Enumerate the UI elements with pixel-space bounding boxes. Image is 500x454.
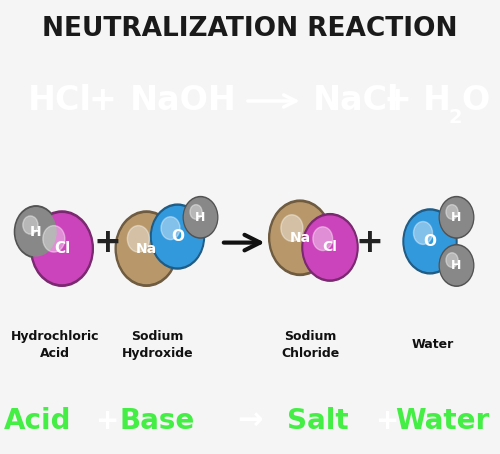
- Text: H: H: [422, 84, 450, 118]
- Circle shape: [150, 204, 204, 269]
- Circle shape: [304, 216, 356, 279]
- Circle shape: [446, 205, 458, 219]
- Text: H: H: [30, 225, 42, 239]
- Text: 2: 2: [448, 108, 462, 127]
- Text: H: H: [452, 211, 462, 224]
- Circle shape: [161, 217, 180, 240]
- Text: Sodium
Hydroxide: Sodium Hydroxide: [122, 330, 194, 360]
- Text: H: H: [452, 259, 462, 272]
- Text: Salt: Salt: [286, 407, 348, 435]
- Text: +: +: [94, 226, 122, 259]
- Text: →: →: [238, 407, 263, 435]
- Text: NaCl: NaCl: [312, 84, 399, 118]
- Text: Water: Water: [396, 407, 490, 435]
- Text: +: +: [384, 84, 411, 118]
- Text: O: O: [171, 229, 184, 244]
- Circle shape: [440, 246, 472, 285]
- Text: Acid: Acid: [4, 407, 71, 435]
- Circle shape: [271, 203, 329, 273]
- Circle shape: [190, 205, 202, 219]
- Text: +: +: [88, 84, 117, 118]
- Text: NEUTRALIZATION REACTION: NEUTRALIZATION REACTION: [42, 16, 458, 42]
- Circle shape: [115, 211, 178, 286]
- Text: Water: Water: [412, 338, 454, 351]
- Text: Cl: Cl: [322, 241, 338, 254]
- Circle shape: [446, 253, 458, 267]
- Circle shape: [23, 216, 38, 234]
- Text: NaOH: NaOH: [130, 84, 237, 118]
- Circle shape: [14, 206, 58, 258]
- Circle shape: [118, 214, 176, 283]
- Text: Cl: Cl: [54, 241, 70, 256]
- Text: O: O: [461, 84, 490, 118]
- Text: H: H: [196, 211, 205, 224]
- Circle shape: [281, 215, 303, 241]
- Circle shape: [43, 226, 65, 252]
- Circle shape: [414, 222, 432, 244]
- Text: Hydrochloric
Acid: Hydrochloric Acid: [11, 330, 99, 360]
- Circle shape: [405, 211, 455, 271]
- Circle shape: [30, 211, 94, 286]
- Text: +: +: [96, 407, 119, 435]
- Text: HCl: HCl: [28, 84, 92, 118]
- Circle shape: [268, 200, 332, 276]
- Text: Base: Base: [120, 407, 195, 435]
- Text: O: O: [424, 234, 436, 249]
- Circle shape: [128, 226, 150, 252]
- Circle shape: [183, 197, 218, 238]
- Text: +: +: [376, 407, 399, 435]
- Text: Na: Na: [290, 231, 310, 245]
- Circle shape: [439, 197, 474, 238]
- Circle shape: [313, 227, 332, 251]
- Circle shape: [403, 209, 457, 274]
- Text: +: +: [355, 226, 383, 259]
- Circle shape: [440, 198, 472, 237]
- Circle shape: [16, 207, 56, 256]
- Circle shape: [33, 214, 91, 283]
- Circle shape: [184, 198, 216, 237]
- Text: Na: Na: [136, 242, 157, 256]
- Circle shape: [302, 214, 358, 281]
- Text: Sodium
Chloride: Sodium Chloride: [281, 330, 339, 360]
- Circle shape: [152, 207, 202, 266]
- Circle shape: [439, 245, 474, 286]
